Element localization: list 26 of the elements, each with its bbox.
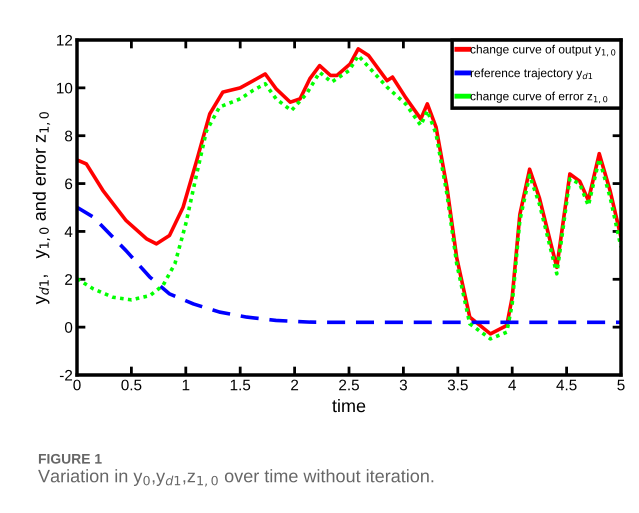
line-series (77, 205, 621, 324)
legend-label: change curve of error z$_{1,0}$ (470, 92, 608, 104)
x-tick-label: 1.5 (230, 380, 250, 390)
x-tick-label: 3 (400, 380, 407, 390)
x-tick-label: 4.5 (556, 380, 577, 390)
y-tick-label: 2 (65, 274, 72, 285)
y-tick-label: -2 (60, 370, 72, 381)
y-tick-label: 0 (64, 322, 72, 333)
x-tick-label: 0.5 (121, 380, 142, 390)
y-tick-label: 8 (65, 130, 72, 142)
x-axis-title: time (332, 398, 366, 412)
caption: FIGURE 1 (38, 454, 102, 464)
x-tick-label: 0 (73, 380, 81, 390)
y-tick-label: 10 (57, 82, 72, 94)
text: Variation in y$_{0}$,y$_{d1}$,z$_{1,0}$ over time without iteration. (38, 469, 434, 487)
x-tick-label: 3.5 (448, 380, 468, 390)
x-tick-label: 4 (508, 380, 516, 390)
y-axis-title: y$_{d1}$, y$_{1,0}$ and error z$_{1,0}$ (32, 112, 50, 304)
y-tick-label: 12 (57, 34, 72, 46)
y-tick-label: 6 (65, 178, 72, 190)
x-tick-label: 2.5 (339, 380, 359, 390)
x-tick-label: 1 (182, 380, 190, 390)
y-tick-label: 4 (64, 226, 72, 237)
legend-label: change curve of output y$_{1,0}$ (470, 44, 616, 56)
x-tick-label: 2 (291, 380, 298, 390)
x-tick-label: 5 (617, 380, 625, 390)
